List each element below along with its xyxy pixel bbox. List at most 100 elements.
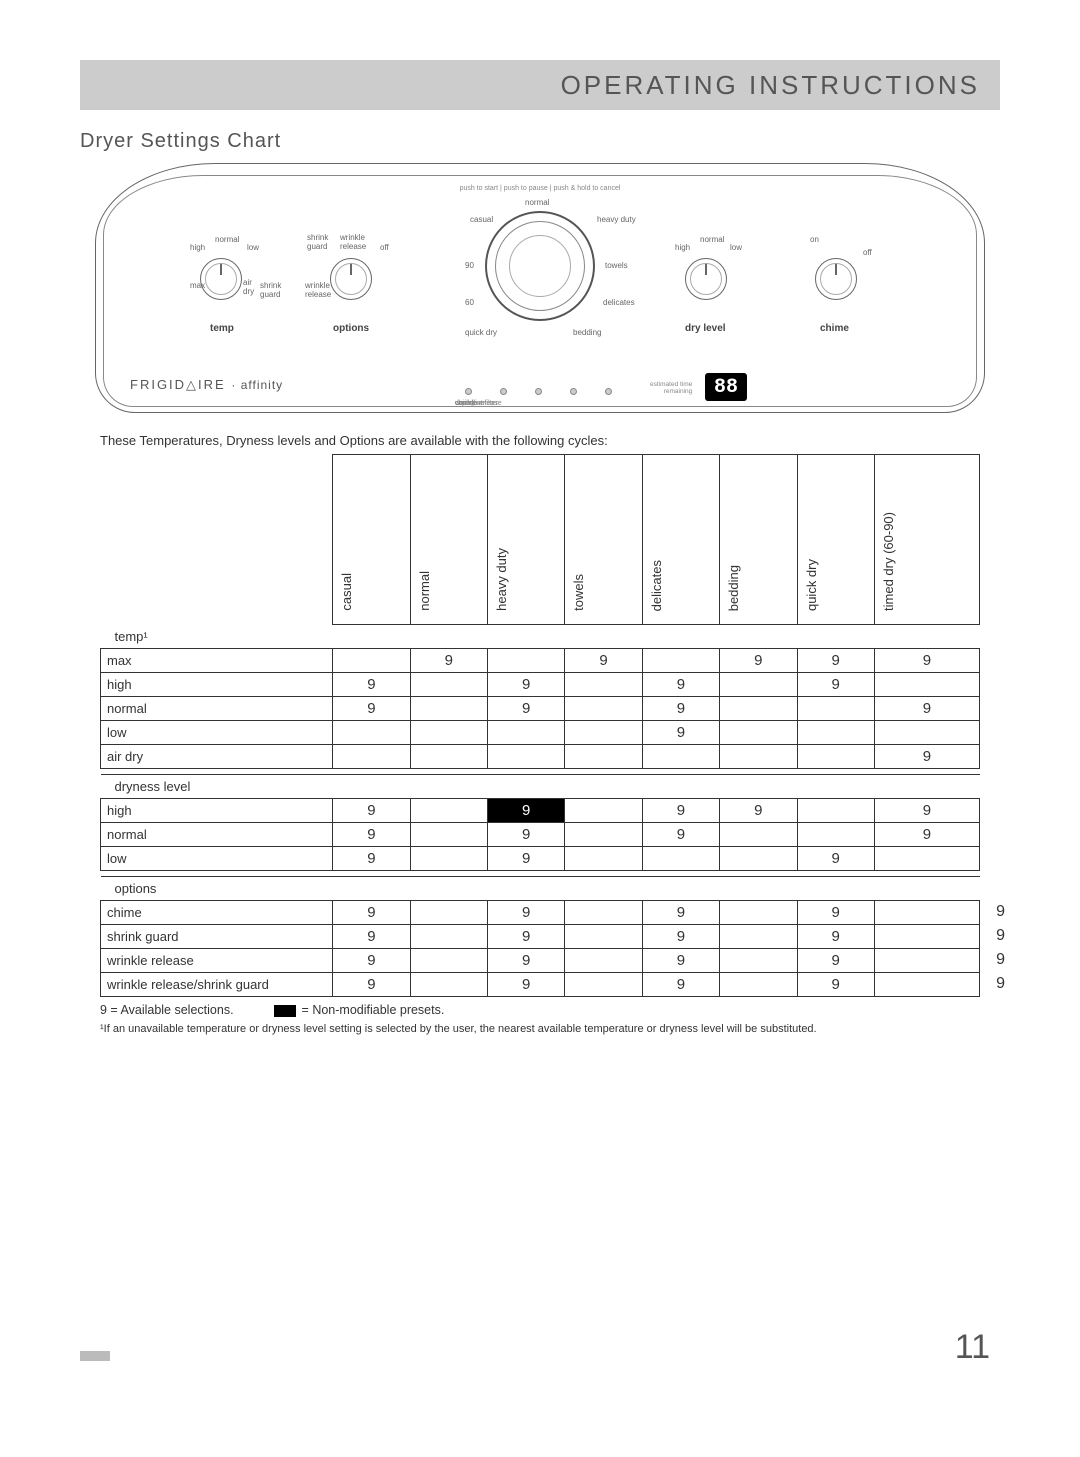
row-label: chime — [101, 901, 333, 925]
tick-dl-norm: normal — [700, 235, 724, 244]
cell: 9 — [642, 823, 719, 847]
cell: 9 — [720, 799, 797, 823]
footer-accent-icon — [80, 1351, 110, 1361]
cell: 9 — [487, 901, 564, 925]
est-time-label: estimated timeremaining — [650, 381, 692, 395]
cell — [410, 901, 487, 925]
cell: 9 — [487, 847, 564, 871]
col-quick: quick dry — [804, 559, 825, 611]
row-label: low — [101, 847, 333, 871]
brand-text: FRIGID△IRE — [130, 377, 226, 392]
cell — [720, 697, 797, 721]
tick-d-60: 60 — [465, 298, 474, 307]
status-indicator-row: clean lint filter drying cool down wrink… — [465, 388, 612, 395]
tick-d-quick: quick dry — [465, 328, 497, 337]
cell — [720, 745, 797, 769]
cell — [720, 949, 797, 973]
tick-max: max — [190, 281, 205, 290]
col-timed: timed dry (60-90) — [881, 512, 902, 611]
status-dot-icon: wrinkle release — [570, 388, 577, 395]
tick-airdry: airdry — [243, 278, 254, 296]
cell — [565, 799, 642, 823]
cell — [565, 925, 642, 949]
cell — [797, 721, 874, 745]
cell — [720, 847, 797, 871]
row-label: high — [101, 673, 333, 697]
cell: 9 — [333, 925, 410, 949]
start-pause-hint: push to start | push to pause | push & h… — [460, 185, 621, 192]
cell — [874, 901, 979, 925]
cell — [720, 925, 797, 949]
tick-d-casual: casual — [470, 215, 493, 224]
tick-d-90: 90 — [465, 261, 474, 270]
row-label: normal — [101, 823, 333, 847]
cell: 9 — [487, 697, 564, 721]
cell — [642, 649, 719, 673]
cell — [565, 697, 642, 721]
cell — [565, 973, 642, 997]
cell — [410, 925, 487, 949]
cell — [720, 673, 797, 697]
tick-high: high — [190, 243, 205, 252]
tick-shrink: shrinkguard — [260, 281, 281, 299]
row-label: max — [101, 649, 333, 673]
cell: 9 — [797, 901, 874, 925]
cell: 9 — [333, 949, 410, 973]
table-row: wrinkle release9999 — [101, 949, 980, 973]
cell — [410, 973, 487, 997]
subbrand-text: · affinity — [231, 378, 283, 392]
cell — [720, 901, 797, 925]
header-band: OPERATING INSTRUCTIONS — [80, 60, 1000, 110]
col-normal: normal — [417, 571, 438, 611]
brand-logo: FRIGID△IRE · affinity — [130, 377, 283, 393]
status-dot-icon: done — [605, 388, 612, 395]
tick-d-normal: normal — [525, 198, 549, 207]
tick-ch-off: off — [863, 248, 872, 257]
temp-knob-icon — [200, 258, 242, 300]
cell — [333, 745, 410, 769]
cell — [410, 847, 487, 871]
cell: 9 — [487, 673, 564, 697]
section-header: options — [101, 877, 980, 901]
cell — [720, 721, 797, 745]
cell: 9 — [487, 973, 564, 997]
row-label: high — [101, 799, 333, 823]
cell — [642, 745, 719, 769]
table-row: low999 — [101, 847, 980, 871]
cell — [797, 697, 874, 721]
cell — [410, 697, 487, 721]
preset-swatch-icon — [274, 1005, 296, 1017]
cell: 9 — [565, 649, 642, 673]
cell — [565, 745, 642, 769]
tick-off: off — [380, 243, 389, 252]
table-row: wrinkle release/shrink guard9999 — [101, 973, 980, 997]
cell: 9 — [333, 847, 410, 871]
cell — [720, 823, 797, 847]
cell: 9 — [797, 847, 874, 871]
cell: 9 — [487, 949, 564, 973]
cell — [874, 721, 979, 745]
tick-ch-on: on — [810, 235, 819, 244]
overflow-mark: 9 — [996, 975, 1005, 993]
table-row: chime9999 — [101, 901, 980, 925]
cell: 9 — [874, 799, 979, 823]
cell: 9 — [487, 823, 564, 847]
cell — [487, 649, 564, 673]
cell — [410, 721, 487, 745]
cell — [720, 973, 797, 997]
tick-wr2: wrinklerelease — [305, 281, 331, 299]
table-row: normal9999 — [101, 697, 980, 721]
time-display: 88 — [705, 373, 747, 401]
cell — [797, 799, 874, 823]
cell: 9 — [333, 697, 410, 721]
temp-label: temp — [210, 323, 234, 334]
overflow-mark: 9 — [996, 951, 1005, 969]
tick-shrinkg: shrinkguard — [307, 233, 328, 251]
col-bedding: bedding — [726, 565, 747, 611]
cell — [333, 649, 410, 673]
cell: 9 — [333, 973, 410, 997]
cell — [642, 847, 719, 871]
section-title: Dryer Settings Chart — [80, 130, 1000, 153]
overflow-mark: 9 — [996, 903, 1005, 921]
cell: 9 — [797, 649, 874, 673]
